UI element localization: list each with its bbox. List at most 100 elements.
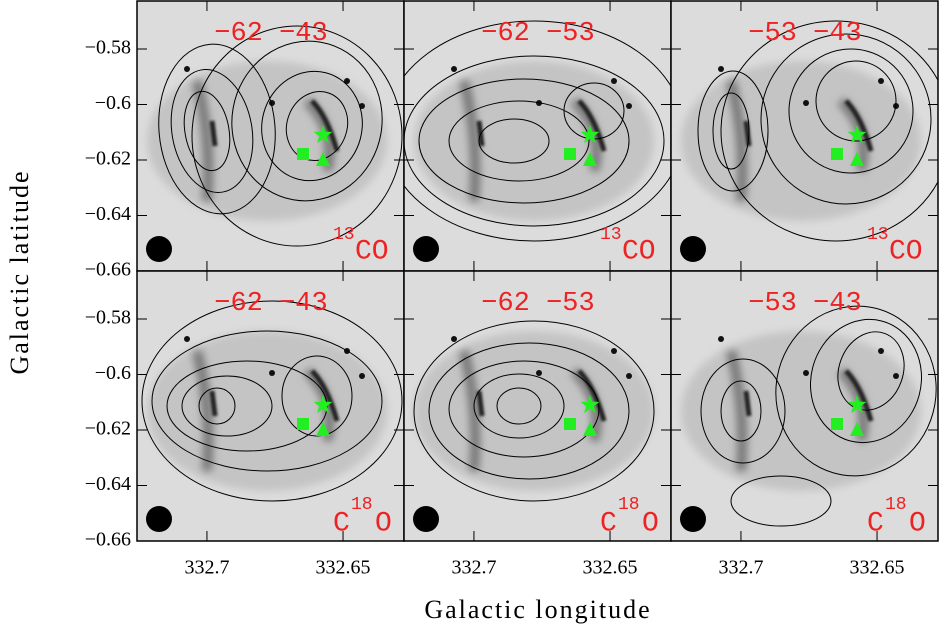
x-tick-label: 332.7 [718,557,763,579]
dark-spot [893,373,899,379]
contour [428,342,630,480]
dark-spot [718,66,724,72]
tracer-sup: 18 [618,495,640,515]
x-tick-label: 332.7 [451,557,496,579]
y-tick-label: −0.66 [85,529,131,551]
contour [730,475,832,527]
dark-spot [359,373,365,379]
triangle-marker [850,422,864,436]
dark-spot [803,100,809,106]
dark-spot [184,336,190,342]
dark-spot [536,370,542,376]
contour [775,305,937,477]
contour [418,78,630,204]
tracer: CO [889,236,923,267]
tracer: CO [622,236,656,267]
contour [231,40,383,202]
dark-spot [344,78,350,84]
image [137,1,404,271]
x-tick-label: 332.65 [850,557,905,579]
tracer-sup: 18 [885,495,907,515]
dark-spot [803,370,809,376]
star-marker [847,395,867,414]
square-marker [831,148,843,160]
contour [404,55,665,227]
star-marker [847,125,867,144]
square-marker [297,418,309,430]
beam [680,506,706,532]
contour [810,318,922,444]
contour [181,375,273,437]
frame [670,270,939,542]
contour [413,320,655,502]
contour [183,90,231,172]
square-marker [564,418,576,430]
haze [681,331,921,491]
contour [788,48,914,174]
star-marker [580,395,600,414]
tracer-sup: 13 [333,225,355,245]
haze [414,331,654,491]
dark-spot [878,78,884,84]
y-axis-label: Galactic latitude [5,169,34,374]
y-tick-label: −0.64 [85,203,131,225]
image [404,271,671,541]
square-marker [831,418,843,430]
dark-spot [451,336,457,342]
tracer: C [333,508,350,539]
tracer: O [375,508,392,539]
contour [473,373,565,439]
contour [700,358,786,464]
haze [414,61,654,221]
tracer-sup: 13 [867,225,889,245]
y-tick-label: −0.6 [95,92,131,114]
contour [151,330,383,472]
contour [158,43,276,215]
contour [760,33,932,205]
contour [404,20,671,242]
y-tick-label: −0.62 [85,418,131,440]
velocity-label: −53 −43 [748,19,861,49]
contour [496,387,542,425]
star-marker [580,125,600,144]
contour [198,387,236,425]
y-tick-label: −0.66 [85,259,131,281]
triangle-marker [316,152,330,166]
tracer: CO [355,236,389,267]
dark-spot [611,78,617,84]
tracer-sup: 18 [351,495,373,515]
dark-core [743,369,874,422]
beam [413,236,439,262]
x-tick-label: 332.65 [583,557,638,579]
dark-core [209,99,340,152]
dark-spot [451,66,457,72]
star-marker [313,395,333,414]
image [137,271,404,541]
beam [146,236,172,262]
x-tick-label: 332.65 [316,557,371,579]
dark-core [209,369,340,422]
square-marker [297,148,309,160]
dark-spot [269,370,275,376]
contour [448,360,600,458]
y-tick-label: −0.64 [85,473,131,495]
dark-spot [878,348,884,354]
dark-spot [626,103,632,109]
contour [697,70,769,192]
triangle-marker [583,152,597,166]
square-marker [564,148,576,160]
y-tick-label: −0.58 [85,307,131,329]
velocity-label: −62 −53 [481,289,594,319]
triangle-marker [316,422,330,436]
dark-spot [718,336,724,342]
star-marker [313,125,333,144]
dark-spot [184,66,190,72]
contour [261,70,363,182]
